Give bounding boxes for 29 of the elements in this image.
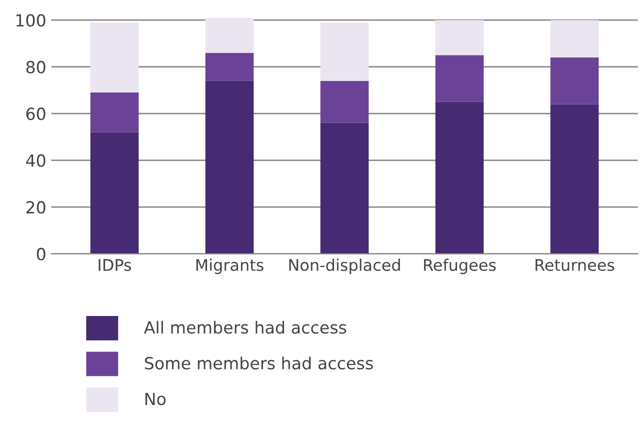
bar [435,102,484,254]
legend-label: All members had access [144,320,346,334]
bar [205,80,254,254]
x-tick-label: Migrants [196,258,264,274]
bar [435,55,484,102]
bar [90,132,139,254]
bar [550,20,599,58]
bar [320,122,369,254]
bar [320,22,369,81]
bar [90,22,139,93]
bar [320,80,369,123]
y-tick-label: 60 [26,108,46,120]
legend-label: Some members had access [144,356,373,370]
legend-label: No [145,392,166,406]
bar [550,57,599,104]
x-tick-label: Refugees [424,258,496,274]
y-tick-label: 20 [26,201,46,214]
bar [205,18,254,53]
x-tick-label: Returnees [536,259,614,272]
bar [550,104,599,254]
y-tick-label: 0 [36,248,46,260]
y-tick-label: 100 [16,14,46,27]
x-tick-label: IDPs [98,259,132,272]
bar [205,52,254,81]
x-tick-label: Non-displaced [289,258,400,274]
y-tick-label: 80 [26,60,46,74]
bar [435,20,484,56]
y-tick-label: 40 [26,154,46,167]
bar [90,92,139,132]
